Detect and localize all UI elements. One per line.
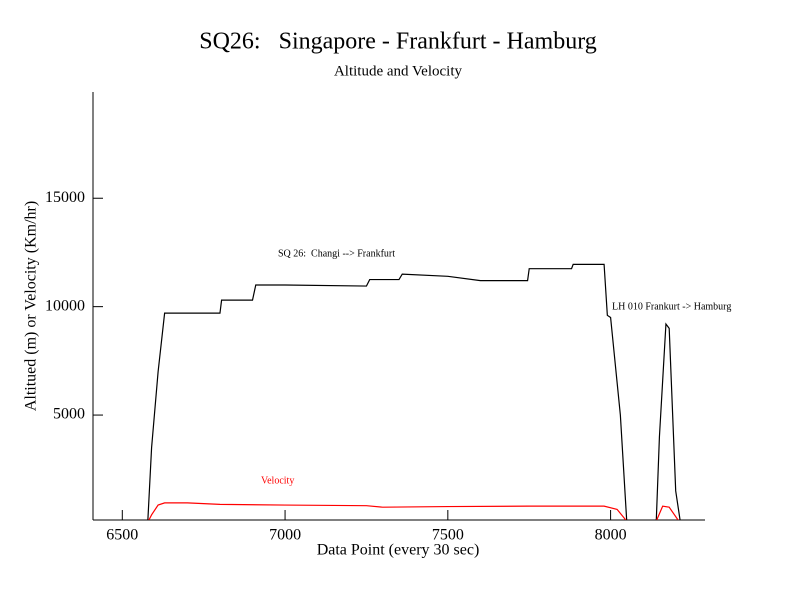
series-line xyxy=(148,502,679,520)
y-tick-label: 10000 xyxy=(45,297,85,314)
x-tick-label: 6500 xyxy=(106,527,138,544)
annotation: SQ 26: Changi --> Frankfurt xyxy=(278,248,395,259)
x-axis-label: Data Point (every 30 sec) xyxy=(317,542,480,559)
annotation: Velocity xyxy=(261,475,294,486)
x-tick-label: 8000 xyxy=(595,527,627,544)
y-tick-label: 15000 xyxy=(45,189,85,206)
series-line xyxy=(147,263,681,520)
y-tick-label: 5000 xyxy=(53,406,85,423)
y-axis-label: Altitued (m) or Velocity (Km/hr) xyxy=(23,201,40,411)
chart-title: SQ26: Singapore - Frankfurt - Hamburg xyxy=(199,29,597,55)
annotation: LH 010 Frankurt -> Hamburg xyxy=(612,301,731,312)
plot-area xyxy=(147,263,681,520)
chart-subtitle: Altitude and Velocity xyxy=(334,63,463,79)
x-tick-label: 7500 xyxy=(432,527,464,544)
x-tick-label: 7000 xyxy=(269,527,301,544)
